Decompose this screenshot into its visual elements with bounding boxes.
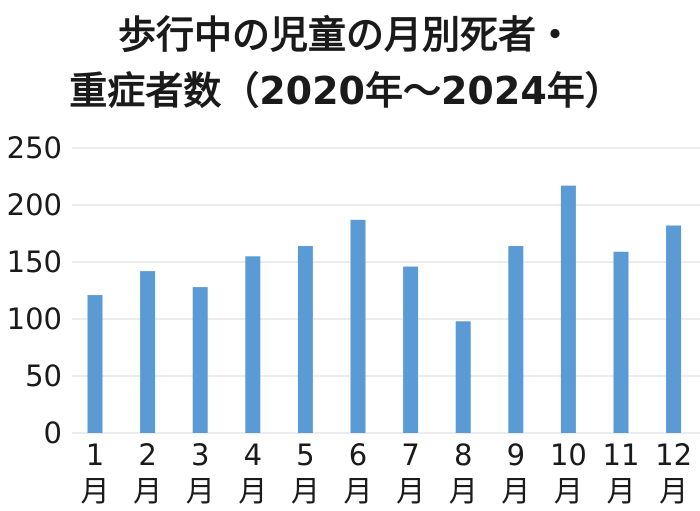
x-category-number: 12	[655, 438, 692, 472]
bar-month-11	[613, 251, 629, 433]
x-category-suffix: 月	[449, 474, 478, 508]
bar-month-9	[508, 246, 524, 433]
bar-month-2	[140, 271, 156, 433]
y-tick-label: 50	[25, 359, 62, 393]
x-category-number: 4	[244, 438, 262, 472]
x-category-suffix: 月	[659, 474, 688, 508]
x-category-number: 10	[550, 438, 587, 472]
x-category-number: 11	[603, 438, 640, 472]
chart-title-line-2: 重症者数（2020年～2024年）	[69, 69, 623, 113]
x-category-number: 7	[401, 438, 419, 472]
x-category-suffix: 月	[186, 474, 215, 508]
x-category-suffix: 月	[133, 474, 162, 508]
x-category-number: 5	[296, 438, 314, 472]
x-category-number: 9	[507, 438, 525, 472]
bar-month-4	[245, 256, 261, 433]
x-category-suffix: 月	[501, 474, 530, 508]
x-category-number: 8	[454, 438, 472, 472]
y-tick-label: 0	[44, 416, 62, 450]
grid-lines	[72, 147, 700, 434]
x-category-suffix: 月	[396, 474, 425, 508]
x-category-number: 2	[138, 438, 156, 472]
y-tick-label: 150	[7, 245, 62, 279]
chart-title-line-1: 歩行中の児童の月別死者・	[118, 13, 574, 57]
y-axis-ticks: 0 50 100 150 200 250	[7, 131, 62, 450]
x-category-suffix: 月	[606, 474, 635, 508]
bar-month-1	[87, 295, 103, 433]
x-category-suffix: 月	[291, 474, 320, 508]
bar-month-6	[350, 219, 366, 433]
x-category-number: 3	[191, 438, 209, 472]
x-category-suffix: 月	[238, 474, 267, 508]
y-tick-label: 200	[7, 188, 62, 222]
bars	[87, 185, 682, 433]
x-category-number: 1	[86, 438, 104, 472]
bar-month-10	[560, 185, 576, 433]
bar-month-5	[297, 246, 313, 433]
x-category-suffix: 月	[80, 474, 109, 508]
bar-month-12	[666, 225, 682, 433]
bar-month-3	[192, 287, 208, 433]
x-category-suffix: 月	[554, 474, 583, 508]
y-tick-label: 250	[7, 131, 62, 165]
bar-month-8	[455, 321, 471, 433]
x-category-number: 6	[349, 438, 367, 472]
bar-month-7	[403, 266, 419, 433]
y-tick-label: 100	[7, 302, 62, 336]
x-category-suffix: 月	[343, 474, 372, 508]
